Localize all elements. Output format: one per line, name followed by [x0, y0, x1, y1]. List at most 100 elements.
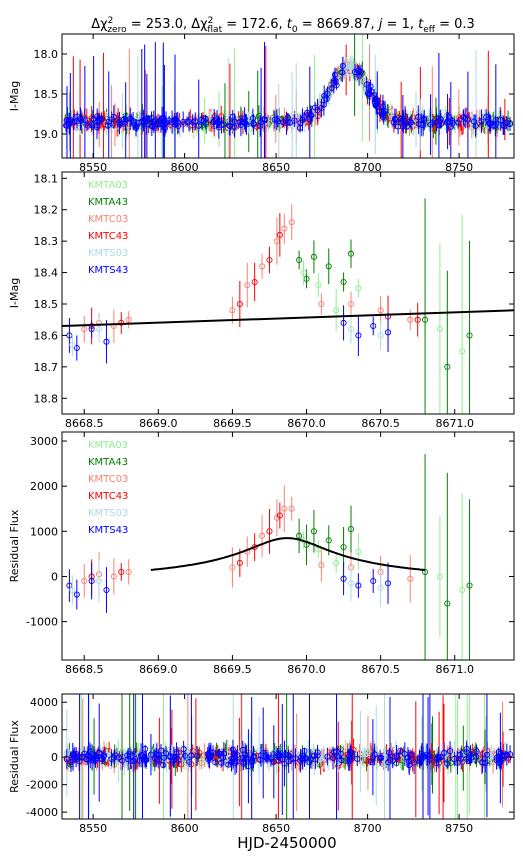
- kmts03-point: [377, 584, 384, 591]
- y-tick-label: 2000: [30, 480, 58, 493]
- y-tick-label: 18.2: [34, 204, 59, 217]
- kmts43-point: [506, 121, 514, 128]
- kmts43-point: [258, 118, 265, 125]
- kmts43-point: [503, 751, 510, 758]
- kmts03-point: [325, 757, 332, 764]
- kmts43-point: [242, 754, 250, 761]
- kmts43-point: [386, 749, 393, 756]
- kmts43-point: [464, 116, 471, 123]
- kmts43-point: [257, 756, 264, 763]
- kmts43-point: [399, 117, 406, 124]
- kmts43-point: [74, 113, 81, 120]
- kmts03-point: [311, 761, 318, 768]
- kmts43-point: [111, 754, 118, 761]
- x-tick-label: 8670.0: [287, 663, 326, 676]
- kmtc03-point: [259, 263, 266, 270]
- kmts43-point: [271, 116, 278, 123]
- kmts43-point: [232, 760, 239, 767]
- kmta03-point: [333, 559, 340, 566]
- kmta43-point: [310, 528, 317, 535]
- kmts43-point: [370, 322, 377, 330]
- legend-kmta03: KMTA03: [88, 180, 128, 191]
- kmts43-point: [76, 758, 83, 765]
- kmts03-point: [64, 749, 71, 756]
- kmts03-point: [207, 113, 215, 120]
- kmtc03-point: [81, 577, 88, 585]
- kmta03-point: [459, 348, 466, 355]
- x-tick-label: 8671.0: [435, 663, 474, 676]
- kmts43-point: [180, 746, 187, 753]
- x-tick-label: 8750: [445, 822, 473, 835]
- kmts43-point: [318, 104, 325, 112]
- kmta43-point: [296, 532, 303, 539]
- y-tick-label: 18.1: [34, 172, 59, 185]
- kmts03-point: [265, 122, 272, 129]
- kmts43-point: [162, 750, 170, 757]
- kmtc03-point: [229, 307, 236, 314]
- kmta03-point: [315, 282, 322, 289]
- kmts03-point: [388, 111, 395, 118]
- kmts03-point: [107, 754, 114, 761]
- kmts43-point: [226, 122, 233, 129]
- x-tick-label: 8670.5: [361, 417, 400, 430]
- x-tick-label: 8670.5: [361, 663, 400, 676]
- kmts43-point: [142, 756, 149, 763]
- kmts43-point: [354, 755, 361, 762]
- kmts43-point: [418, 750, 425, 757]
- kmts43-point: [308, 112, 315, 119]
- kmts43-point: [403, 123, 410, 130]
- kmtc03-point: [281, 225, 288, 232]
- x-tick-label: 8668.5: [65, 417, 104, 430]
- kmts03-point: [293, 112, 300, 119]
- kmts43-point: [214, 119, 222, 126]
- kmtc03-point: [125, 316, 132, 323]
- kmts43-point: [314, 752, 321, 759]
- kmtc43-point: [276, 512, 283, 519]
- kmtc43-point: [276, 231, 283, 238]
- kmts43-point: [458, 755, 465, 762]
- kmts43-point: [339, 62, 346, 70]
- kmts43-point: [279, 756, 286, 763]
- kmts43-point: [451, 755, 458, 762]
- kmts43-point: [312, 104, 319, 111]
- y-tick-label: 18.6: [34, 329, 59, 342]
- y-tick-label: 18.7: [34, 361, 59, 374]
- kmta43-point: [310, 253, 317, 260]
- kmts43-point: [379, 103, 386, 110]
- legend-kmta03: KMTA03: [88, 440, 128, 451]
- kmts43-point: [160, 762, 167, 769]
- x-tick-label: 8669.5: [213, 417, 252, 430]
- kmts43-point: [173, 748, 180, 756]
- kmts43-point: [120, 116, 127, 123]
- kmts43-point: [405, 758, 412, 765]
- kmts03-point: [224, 760, 231, 767]
- x-tick-label: 8600: [171, 822, 199, 835]
- kmta03-point: [162, 746, 169, 754]
- kmts43-point: [284, 114, 291, 121]
- kmtc43-point: [501, 116, 508, 123]
- kmts43-point: [384, 329, 392, 336]
- kmts43-point: [338, 757, 345, 764]
- kmts43-point: [373, 101, 380, 108]
- kmts43-point: [355, 582, 362, 589]
- kmta43-point: [296, 256, 303, 264]
- kmts43-point: [351, 68, 358, 76]
- kmts43-point: [183, 118, 191, 125]
- kmtc03-point: [318, 562, 325, 569]
- y-tick-label: 18.5: [34, 298, 59, 311]
- kmtc03-point: [288, 505, 295, 512]
- kmts43-point: [471, 118, 478, 125]
- kmts43-point: [83, 756, 90, 763]
- kmts43-point: [243, 121, 250, 128]
- kmta03-point: [436, 573, 443, 580]
- y-axis-label: Residual Flux: [8, 509, 21, 582]
- kmtc43-point: [118, 568, 125, 576]
- plot-frame: [61, 693, 515, 820]
- kmts43-point: [175, 756, 182, 764]
- kmts43-point: [329, 754, 337, 762]
- kmts03-point: [357, 748, 364, 755]
- y-tick-label: 18.4: [34, 267, 59, 280]
- kmts43-point: [444, 760, 451, 767]
- kmts43-point: [214, 116, 221, 123]
